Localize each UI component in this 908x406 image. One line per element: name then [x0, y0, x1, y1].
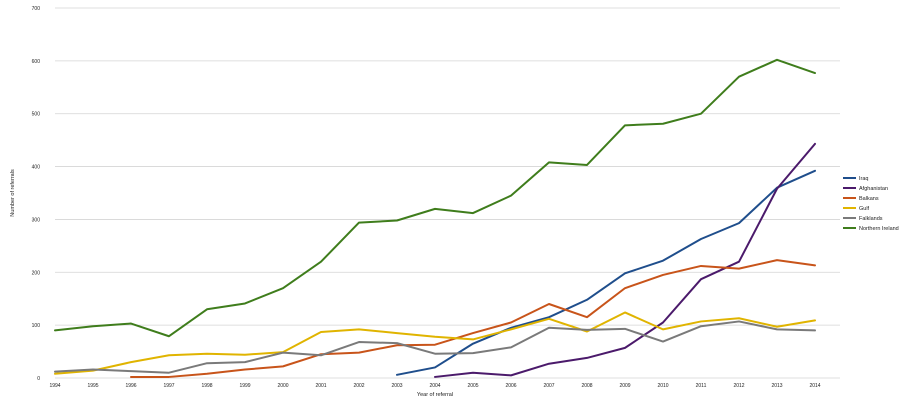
x-tick-label: 1998	[201, 383, 212, 389]
x-tick-label: 2000	[277, 383, 288, 389]
x-tick-label: 2008	[581, 383, 592, 389]
x-tick-label: 2011	[696, 383, 707, 389]
y-tick-label: 200	[32, 270, 41, 276]
x-tick-label: 2002	[353, 383, 364, 389]
series-line-falklands	[54, 320, 816, 374]
series-line-balkans	[130, 259, 816, 378]
y-tick-label: 500	[32, 112, 41, 118]
series-line-iraq	[396, 169, 816, 376]
y-tick-label: 0	[37, 376, 40, 382]
legend-label-northern-ireland: Northern Ireland	[859, 226, 899, 232]
x-tick-label: 2012	[733, 383, 744, 389]
series-line-afghanistan	[434, 142, 816, 378]
legend-label-balkans: Balkans	[859, 196, 879, 202]
x-tick-label: 2009	[619, 383, 630, 389]
x-tick-label: 2006	[505, 383, 516, 389]
x-axis-label: Year of referral	[417, 392, 453, 398]
x-tick-label: 1994	[49, 383, 60, 389]
x-tick-label: 1995	[87, 383, 98, 389]
x-tick-label: 2005	[467, 383, 478, 389]
x-tick-label: 2004	[429, 383, 440, 389]
y-tick-label: 400	[32, 165, 41, 171]
legend-label-iraq: Iraq	[859, 176, 868, 182]
series-line-gulf	[54, 311, 816, 375]
x-tick-label: 2013	[771, 383, 782, 389]
y-tick-label: 700	[32, 6, 41, 12]
x-tick-label: 2001	[315, 383, 326, 389]
x-axis-ticks: 1994 1995 1996 1997 1998 1999 2000 2001 2002 2003…	[49, 383, 820, 389]
legend-label-afghanistan: Afghanistan	[859, 186, 888, 192]
legend-label-falklands: Falklands	[859, 216, 883, 222]
legend: Iraq Afghanistan Balkans Gulf Falklands North…	[843, 176, 899, 232]
x-tick-label: 2003	[391, 383, 402, 389]
legend-label-gulf: Gulf	[859, 206, 870, 212]
y-tick-label: 600	[32, 59, 41, 65]
x-tick-label: 1997	[163, 383, 174, 389]
x-tick-label: 1996	[125, 383, 136, 389]
y-axis-ticks: 0 100 200 300 400 500 600 700	[32, 6, 41, 382]
x-tick-label: 1999	[239, 383, 250, 389]
x-tick-label: 2014	[809, 383, 820, 389]
y-tick-label: 300	[32, 217, 41, 223]
y-tick-label: 100	[32, 323, 41, 329]
series-lines	[54, 58, 816, 378]
x-tick-label: 2010	[657, 383, 668, 389]
x-tick-label: 2007	[543, 383, 554, 389]
y-axis-label: Number of referrals	[10, 169, 16, 217]
grid-lines	[55, 7, 840, 379]
series-line-northern-ireland	[54, 58, 816, 338]
